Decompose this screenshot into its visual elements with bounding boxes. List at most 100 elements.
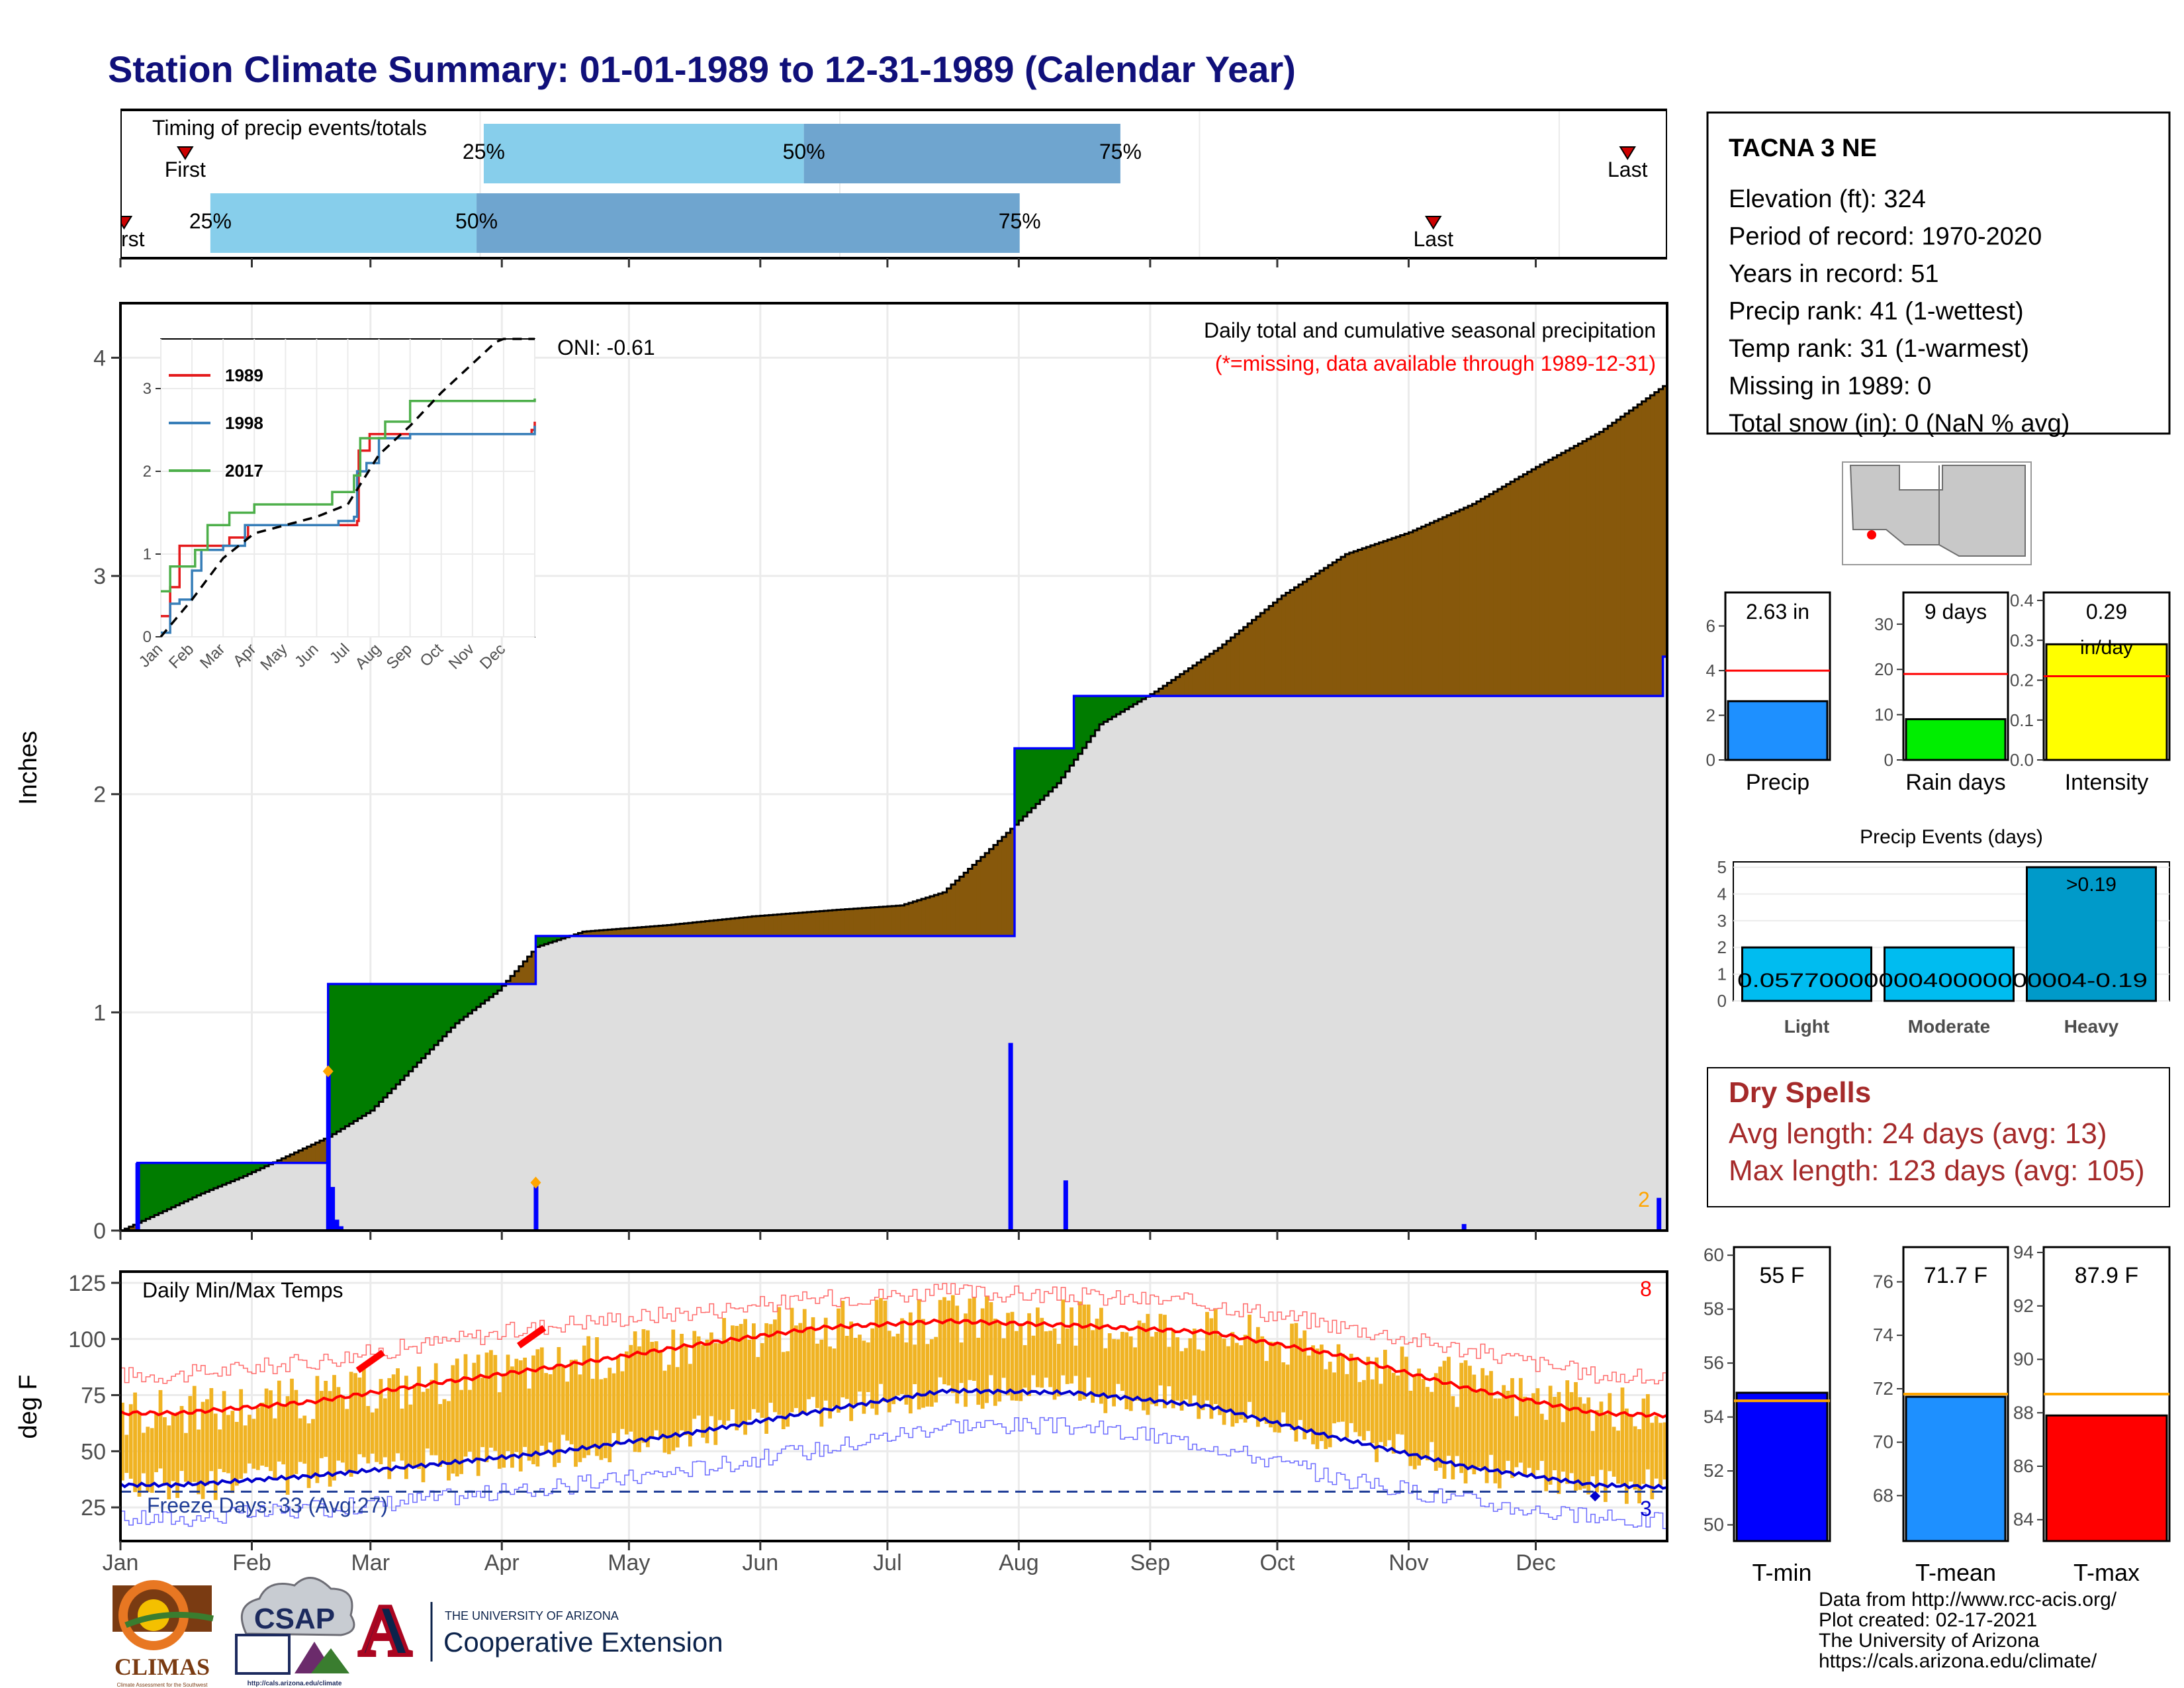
- below-normal-fill: [1633, 407, 1638, 696]
- below-normal-fill: [1523, 474, 1528, 696]
- below-normal-fill: [692, 922, 698, 936]
- below-normal-fill: [1531, 469, 1537, 696]
- timing-first-marker: [177, 146, 194, 160]
- below-normal-fill: [1616, 420, 1621, 696]
- below-normal-fill: [1493, 491, 1498, 696]
- precip-panel-subheader: (*=missing, data available through 1989-…: [1215, 352, 1656, 375]
- daily-temp-bar: [662, 1370, 667, 1453]
- daily-temp-bar: [1599, 1401, 1604, 1470]
- below-normal-fill: [913, 901, 918, 936]
- below-normal-fill: [641, 927, 647, 936]
- daily-temp-bar: [438, 1404, 442, 1467]
- below-normal-fill: [1489, 494, 1494, 696]
- daily-temp-bar: [1239, 1345, 1244, 1420]
- daily-temp-bar: [844, 1336, 849, 1399]
- below-normal-fill: [1213, 651, 1218, 696]
- below-normal-fill: [1260, 613, 1265, 696]
- below-normal-fill: [1248, 623, 1253, 696]
- mini-temp-tick-label: 72: [1873, 1378, 1893, 1399]
- daily-temp-bar: [273, 1418, 277, 1480]
- daily-temp-bar: [1209, 1318, 1214, 1419]
- below-normal-fill: [874, 907, 880, 936]
- mini-temp-value: 71.7 F: [1924, 1263, 1987, 1288]
- daily-temp-bar: [590, 1378, 595, 1448]
- daily-temp-bar: [150, 1428, 154, 1493]
- precip-events-tick-label: 5: [1717, 857, 1727, 877]
- above-normal-fill: [561, 935, 566, 939]
- below-normal-fill: [917, 900, 922, 936]
- above-normal-fill: [197, 1162, 202, 1196]
- daily-temp-bar: [790, 1307, 794, 1413]
- station-info-line: Temp rank: 31 (1-warmest): [1729, 335, 2029, 363]
- record-low-line: [120, 1417, 1667, 1529]
- below-normal-fill: [1285, 592, 1291, 696]
- above-normal-fill: [391, 984, 396, 1089]
- mini-temp-tick-label: 90: [2013, 1349, 2034, 1370]
- daily-temp-bar: [1459, 1362, 1464, 1474]
- below-normal-fill: [1362, 548, 1367, 696]
- precip-panel: 0 1 2 3 4 Daily total and cumulative seasona…: [15, 302, 1668, 1244]
- below-normal-fill: [862, 908, 867, 936]
- mini-precip-unit: in/day: [2080, 637, 2133, 659]
- daily-temp-bar: [548, 1374, 553, 1443]
- below-normal-fill: [929, 896, 934, 936]
- daily-temp-bar: [1590, 1430, 1595, 1477]
- above-normal-fill: [1065, 748, 1070, 772]
- daily-temp-bar: [544, 1373, 549, 1454]
- daily-temp-bar: [146, 1427, 150, 1493]
- below-normal-fill: [1375, 543, 1380, 696]
- daily-temp-bar: [1514, 1416, 1519, 1468]
- below-normal-fill: [997, 841, 1003, 936]
- above-normal-fill: [451, 984, 456, 1028]
- daily-temp-bar: [531, 1355, 535, 1464]
- daily-temp-bar: [904, 1342, 909, 1405]
- below-normal-fill: [1209, 653, 1214, 696]
- below-normal-fill: [866, 908, 871, 936]
- daily-temp-bar: [1234, 1342, 1239, 1423]
- daily-temp-bar: [595, 1337, 599, 1456]
- mini-precip-tick-label: 0: [1884, 750, 1893, 770]
- daily-temp-bar: [404, 1376, 408, 1479]
- daily-temp-bar: [1205, 1311, 1209, 1401]
- timing-last-marker: [1619, 146, 1637, 160]
- below-normal-fill: [1366, 547, 1371, 696]
- above-normal-fill: [1057, 748, 1062, 784]
- daily-temp-bar: [459, 1389, 463, 1474]
- timing-row-label: 1989: [59, 211, 106, 235]
- below-normal-fill: [756, 915, 761, 936]
- mini-precip-tick-label: 6: [1706, 616, 1715, 636]
- daily-temp-bar: [205, 1399, 209, 1485]
- daily-temp-bar: [599, 1379, 604, 1460]
- below-normal-fill: [650, 926, 655, 936]
- daily-temp-bar: [361, 1368, 366, 1458]
- below-normal-fill: [281, 1158, 287, 1163]
- daily-temp-bar: [324, 1380, 328, 1457]
- below-normal-fill: [1230, 637, 1236, 696]
- above-normal-fill: [328, 984, 333, 1137]
- below-normal-fill: [586, 931, 592, 936]
- below-normal-fill: [717, 919, 723, 936]
- daily-temp-bar: [569, 1360, 574, 1444]
- daily-temp-bar: [539, 1347, 544, 1446]
- footer-line: Data from http://www.rcc-acis.org/: [1819, 1589, 2117, 1611]
- daily-temp-bar: [535, 1349, 540, 1467]
- month-label: Apr: [484, 1550, 520, 1575]
- ua-block-a: A: [359, 1590, 411, 1671]
- station-info-box: TACNA 3 NE Elevation (ft): 324 Period of …: [1706, 111, 2171, 438]
- dry-spells-max: Max length: 123 days (avg: 105): [1729, 1154, 2145, 1187]
- daily-temp-bar: [1539, 1413, 1544, 1461]
- above-normal-fill: [412, 984, 418, 1067]
- below-normal-fill: [662, 925, 668, 936]
- precip-events-bar-Light: [1741, 946, 1872, 1002]
- daily-temp-bar: [1595, 1410, 1599, 1493]
- daily-precip-bars: [135, 1043, 1662, 1231]
- daily-temp-bar: [290, 1378, 294, 1477]
- mini-precip-name: Precip: [1746, 770, 1809, 795]
- daily-temp-bar: [1357, 1382, 1362, 1436]
- daily-temp-bar: [1442, 1360, 1447, 1479]
- temp-y-axis: 25 50 75 100 125: [68, 1271, 120, 1521]
- mini-temp-tick-label: 52: [1704, 1460, 1724, 1481]
- below-normal-fill: [1255, 616, 1261, 696]
- footer-line: https://cals.arizona.edu/climate/: [1819, 1650, 2097, 1672]
- timing-p50-label: 50%: [783, 140, 825, 164]
